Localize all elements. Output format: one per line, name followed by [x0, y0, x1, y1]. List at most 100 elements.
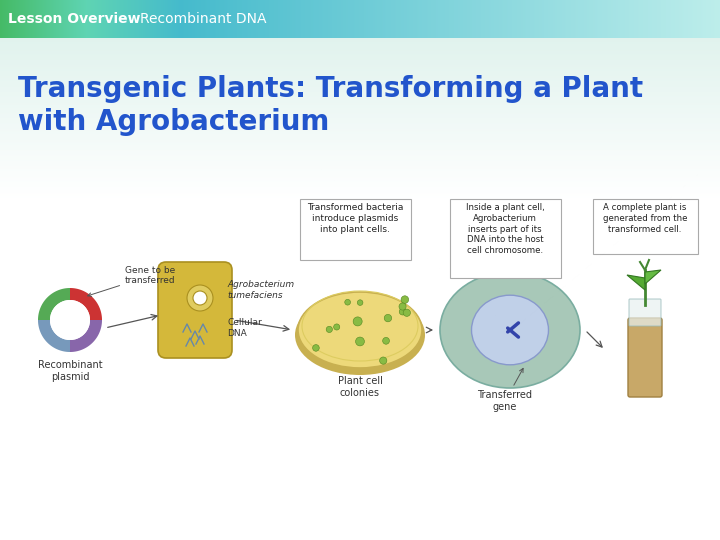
Bar: [355, 0, 356, 38]
Bar: [627, 0, 628, 38]
Bar: [637, 0, 638, 38]
Bar: [452, 0, 453, 38]
Bar: [207, 0, 208, 38]
Bar: [520, 0, 521, 38]
Bar: [611, 0, 612, 38]
Bar: [410, 0, 411, 38]
Bar: [476, 0, 477, 38]
Bar: [0, 167, 720, 168]
Bar: [135, 0, 136, 38]
Bar: [272, 0, 273, 38]
Bar: [446, 0, 447, 38]
Bar: [179, 0, 180, 38]
Bar: [0, 163, 720, 164]
Bar: [574, 0, 575, 38]
Bar: [4, 0, 5, 38]
Bar: [342, 0, 343, 38]
Bar: [292, 0, 293, 38]
Bar: [0, 186, 720, 187]
Bar: [83, 0, 84, 38]
Bar: [515, 0, 516, 38]
Bar: [70, 0, 71, 38]
Bar: [435, 0, 436, 38]
Bar: [573, 0, 574, 38]
Bar: [358, 0, 359, 38]
Bar: [45, 0, 46, 38]
Bar: [0, 123, 720, 124]
Bar: [0, 120, 720, 121]
Bar: [237, 0, 238, 38]
Bar: [606, 0, 607, 38]
Bar: [310, 0, 311, 38]
Bar: [236, 0, 237, 38]
Bar: [408, 0, 409, 38]
Bar: [43, 0, 44, 38]
Bar: [247, 0, 248, 38]
Bar: [430, 0, 431, 38]
Bar: [450, 0, 451, 38]
Bar: [429, 0, 430, 38]
Bar: [289, 0, 290, 38]
Bar: [0, 100, 720, 101]
Bar: [0, 72, 720, 73]
Bar: [470, 0, 471, 38]
Bar: [0, 191, 720, 192]
Bar: [201, 0, 202, 38]
Bar: [0, 180, 720, 181]
Bar: [255, 0, 256, 38]
Bar: [462, 0, 463, 38]
Bar: [555, 0, 556, 38]
Bar: [250, 0, 251, 38]
Bar: [684, 0, 685, 38]
Bar: [298, 0, 299, 38]
Bar: [629, 0, 630, 38]
Bar: [716, 0, 717, 38]
Bar: [103, 0, 104, 38]
Bar: [389, 0, 390, 38]
Bar: [0, 133, 720, 134]
Bar: [603, 0, 604, 38]
Bar: [0, 161, 720, 162]
Bar: [399, 0, 400, 38]
Circle shape: [399, 303, 406, 310]
Polygon shape: [38, 288, 70, 320]
Bar: [173, 0, 174, 38]
Bar: [689, 0, 690, 38]
Bar: [0, 126, 720, 127]
Bar: [31, 0, 32, 38]
Bar: [189, 0, 190, 38]
Bar: [0, 200, 720, 540]
Bar: [215, 0, 216, 38]
Bar: [85, 0, 86, 38]
Bar: [656, 0, 657, 38]
Bar: [34, 0, 35, 38]
Bar: [0, 49, 720, 50]
Bar: [264, 0, 265, 38]
Bar: [257, 0, 258, 38]
Bar: [662, 0, 663, 38]
Bar: [667, 0, 668, 38]
Bar: [536, 0, 537, 38]
Bar: [479, 0, 480, 38]
Bar: [232, 0, 233, 38]
Bar: [371, 0, 372, 38]
Bar: [209, 0, 210, 38]
Bar: [0, 154, 720, 155]
Bar: [675, 0, 676, 38]
Bar: [0, 63, 720, 64]
Bar: [325, 0, 326, 38]
Bar: [472, 0, 473, 38]
Bar: [142, 0, 143, 38]
Bar: [200, 0, 201, 38]
Bar: [375, 0, 376, 38]
Bar: [623, 0, 624, 38]
Bar: [426, 0, 427, 38]
Bar: [0, 79, 720, 80]
Bar: [164, 0, 165, 38]
Bar: [440, 0, 441, 38]
Bar: [665, 0, 666, 38]
Bar: [379, 0, 380, 38]
Bar: [170, 0, 171, 38]
Bar: [537, 0, 538, 38]
Bar: [457, 0, 458, 38]
